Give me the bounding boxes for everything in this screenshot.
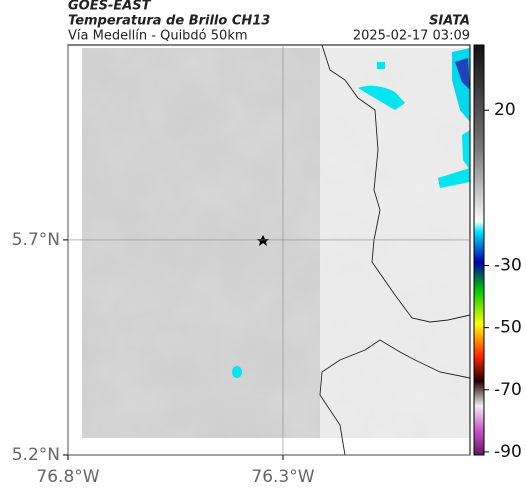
timestamp: 2025-02-17 03:09 [353,29,470,44]
colorbar-tick-label: -70 [494,380,522,400]
colorbar-tick-label: -30 [494,256,522,276]
border [321,44,471,323]
region: Vía Medellín - Quibdó 50km [68,29,248,44]
cold-cloud [462,130,470,170]
satellite: GOES-EAST [68,0,152,14]
cold-cloud [358,85,405,110]
product: Temperatura de Brillo CH13 [68,14,270,29]
colorbar-tick-label: -90 [494,442,522,462]
cold-cloud [438,168,470,188]
border [319,339,471,456]
colorbar-tick-label: -50 [494,318,522,338]
y-tick-label: 5.2°N [12,445,60,465]
cold-cloud [377,62,385,69]
cold-cloud [232,366,242,378]
source: SIATA [429,14,470,29]
x-tick-label: 76.3°W [251,467,314,487]
map-area [67,44,471,456]
y-tick-label: 5.7°N [12,230,60,250]
location-marker [257,235,269,246]
colorbar [473,44,485,456]
clear-east [320,45,470,455]
cold-core [455,58,470,90]
colorbar-tick-label: 20 [494,100,516,120]
x-tick-label: 76.8°W [36,467,99,487]
